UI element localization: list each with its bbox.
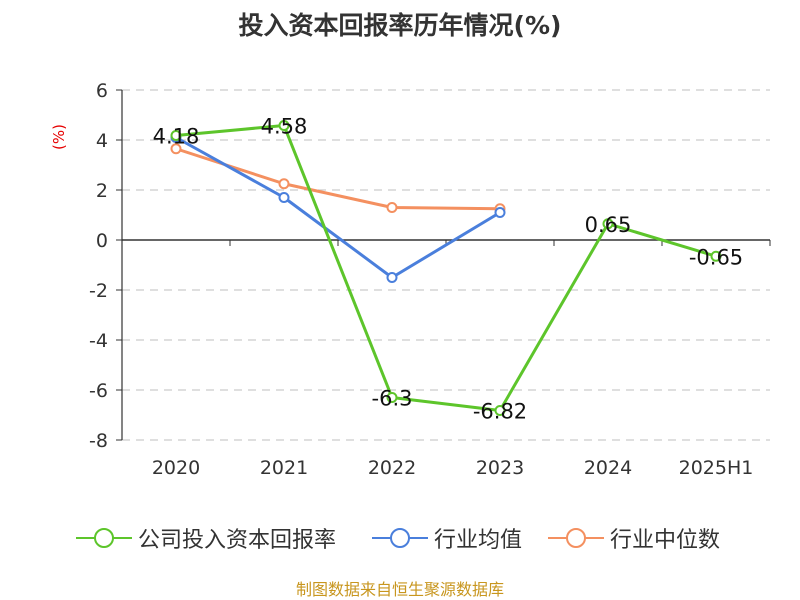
- data-label: 4.18: [153, 125, 200, 149]
- series-point-2: [386, 202, 398, 213]
- legend-label-company: 公司投入资本回报率: [138, 528, 337, 553]
- data-label: -0.65: [689, 245, 743, 269]
- legend-item-industry-mean[interactable]: 行业均值: [372, 518, 522, 558]
- legend-swatch-industry-mean: [372, 518, 428, 558]
- y-tick-label: 0: [96, 230, 108, 252]
- x-tick-label: 2024: [584, 457, 632, 479]
- data-label: -6.3: [372, 387, 413, 411]
- y-tick-label: 2: [96, 180, 108, 202]
- y-tick-label: 4: [96, 130, 108, 152]
- data-label: 4.58: [261, 115, 308, 139]
- x-tick-label: 2025H1: [679, 457, 754, 479]
- legend-label-industry-mean: 行业均值: [434, 528, 523, 553]
- series-point-0: [602, 218, 614, 230]
- series-point-1: [278, 192, 290, 203]
- x-tick-label: 2022: [368, 457, 416, 479]
- series-point-0: [278, 120, 290, 131]
- series-point-2: [170, 143, 182, 155]
- series-point-2: [278, 178, 290, 190]
- series-point-1: [386, 272, 398, 283]
- y-tick-label: -2: [89, 280, 108, 302]
- series-point-1: [494, 207, 506, 218]
- data-label: -6.82: [473, 400, 527, 424]
- grid-lines: [122, 89, 770, 441]
- legend-item-company[interactable]: 公司投入资本回报率: [76, 518, 336, 558]
- chart-title: 投入资本回报率历年情况(%): [238, 11, 562, 40]
- axes: 6 4 2 0 -2 -4 -6 -8 2020 2021 2022 2023 2024 2025H1: [89, 80, 771, 479]
- legend-item-industry-median[interactable]: 行业中位数: [548, 518, 720, 558]
- x-tick-label: 2020: [152, 457, 200, 479]
- legend-label-industry-median: 行业中位数: [610, 528, 721, 553]
- data-source-note: 制图数据来自恒生聚源数据库: [295, 580, 504, 599]
- data-labels: 4.18 4.58 -6.3 -6.82 0.65 -0.65: [153, 115, 744, 424]
- data-label: 0.65: [585, 213, 632, 237]
- y-tick-label: -4: [89, 330, 108, 352]
- series-point-0: [386, 392, 398, 403]
- series-point-0: [710, 250, 722, 262]
- y-tick-label: 6: [96, 80, 108, 102]
- series-point-0: [170, 130, 182, 141]
- series-line-2: [175, 147, 501, 211]
- legend-swatch-industry-median: [548, 518, 604, 558]
- series-line-1: [175, 136, 501, 279]
- legend: 公司投入资本回报率 行业均值 行业中位数: [0, 518, 800, 558]
- series-group: [170, 120, 722, 416]
- series-point-0: [494, 405, 506, 416]
- y-tick-label: -8: [89, 430, 108, 452]
- x-tick-label: 2023: [476, 457, 524, 479]
- series-line-0: [175, 124, 717, 412]
- legend-swatch-company: [76, 518, 132, 558]
- y-tick-label: -6: [89, 380, 108, 402]
- x-tick-label: 2021: [260, 457, 308, 479]
